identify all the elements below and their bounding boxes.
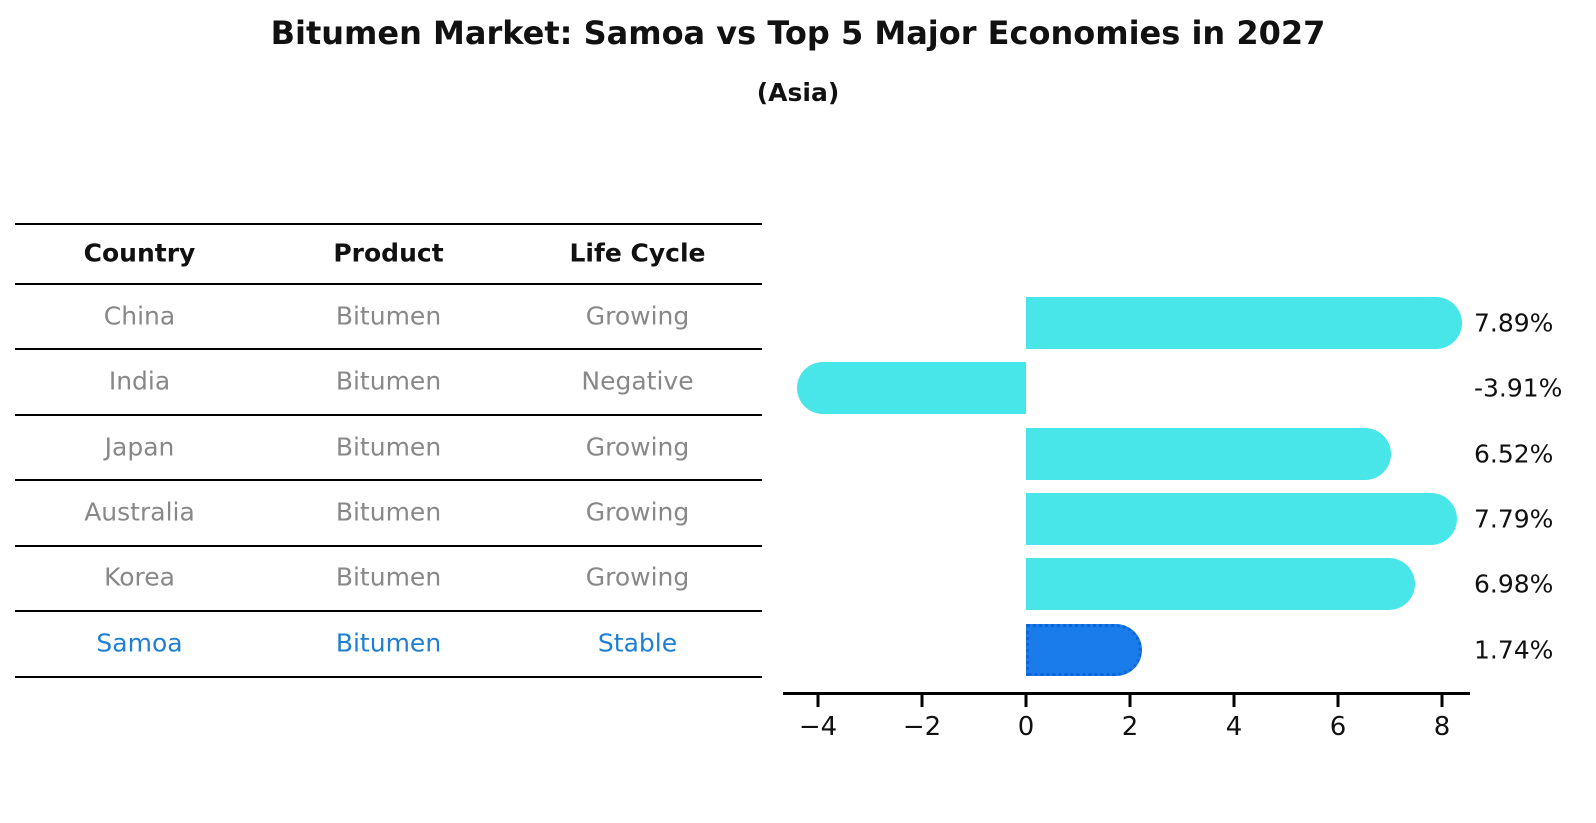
x-axis-tick-label: 8 <box>1433 712 1451 742</box>
life-cycle-cell: Growing <box>585 562 690 592</box>
x-axis-tick-label: 2 <box>1121 712 1139 742</box>
country-cell: Samoa <box>96 628 183 658</box>
country-cell: India <box>108 366 171 396</box>
bar-value-label: 1.74% <box>1474 635 1554 665</box>
table-row-rule <box>15 544 762 547</box>
x-axis-tick-label: 4 <box>1225 712 1243 742</box>
product-cell: Bitumen <box>335 562 442 592</box>
x-axis-tick-label: 0 <box>1017 712 1035 742</box>
product-cell: Bitumen <box>335 628 442 658</box>
product-cell: Bitumen <box>335 366 442 396</box>
x-axis-tick <box>1336 695 1340 707</box>
table-row-rule <box>15 413 762 416</box>
life-cycle-cell: Growing <box>585 497 690 527</box>
x-axis-tick <box>920 695 924 707</box>
x-axis-tick-label: 6 <box>1329 712 1347 742</box>
bar-value-label: 6.98% <box>1474 569 1554 599</box>
table-row-rule <box>15 348 762 351</box>
life-cycle-cell: Stable <box>597 628 678 658</box>
table-header-country: Country <box>83 238 196 268</box>
life-cycle-cell: Growing <box>585 301 690 331</box>
product-cell: Bitumen <box>335 497 442 527</box>
table-row-rule <box>15 479 762 482</box>
table-row-rule <box>15 675 762 678</box>
table-top-rule <box>15 223 762 225</box>
table-header-rule <box>15 283 762 285</box>
life-cycle-cell: Negative <box>581 366 694 396</box>
x-axis-tick-label: −2 <box>902 712 942 742</box>
bar-highlight-samoa <box>1026 623 1143 676</box>
country-cell: China <box>103 301 176 331</box>
country-cell: Korea <box>104 562 175 592</box>
bar-japan <box>1026 427 1392 480</box>
bar-china <box>1026 296 1463 349</box>
country-cell: Japan <box>104 432 175 462</box>
product-cell: Bitumen <box>335 301 442 331</box>
x-axis-tick <box>1024 695 1028 707</box>
life-cycle-cell: Growing <box>585 432 690 462</box>
x-axis-tick <box>1440 695 1444 707</box>
bar-value-label: 6.52% <box>1474 439 1554 469</box>
x-axis-tick <box>1128 695 1132 707</box>
table-header-product: Product <box>333 238 444 268</box>
table-header-life-cycle: Life Cycle <box>569 238 706 268</box>
bar-value-label: 7.79% <box>1474 504 1554 534</box>
country-cell: Australia <box>84 497 195 527</box>
table-row-rule <box>15 610 762 613</box>
bar-korea <box>1026 558 1415 611</box>
x-axis-line <box>783 692 1470 695</box>
x-axis-tick <box>1232 695 1236 707</box>
chart-title: Bitumen Market: Samoa vs Top 5 Major Eco… <box>270 14 1326 52</box>
bar-value-label: -3.91% <box>1474 373 1563 403</box>
bar-australia <box>1026 493 1458 546</box>
bar-value-label: 7.89% <box>1474 308 1554 338</box>
x-axis-tick <box>816 695 820 707</box>
product-cell: Bitumen <box>335 432 442 462</box>
chart-subtitle: (Asia) <box>756 78 840 107</box>
bar-india <box>796 362 1026 415</box>
x-axis-tick-label: −4 <box>798 712 838 742</box>
